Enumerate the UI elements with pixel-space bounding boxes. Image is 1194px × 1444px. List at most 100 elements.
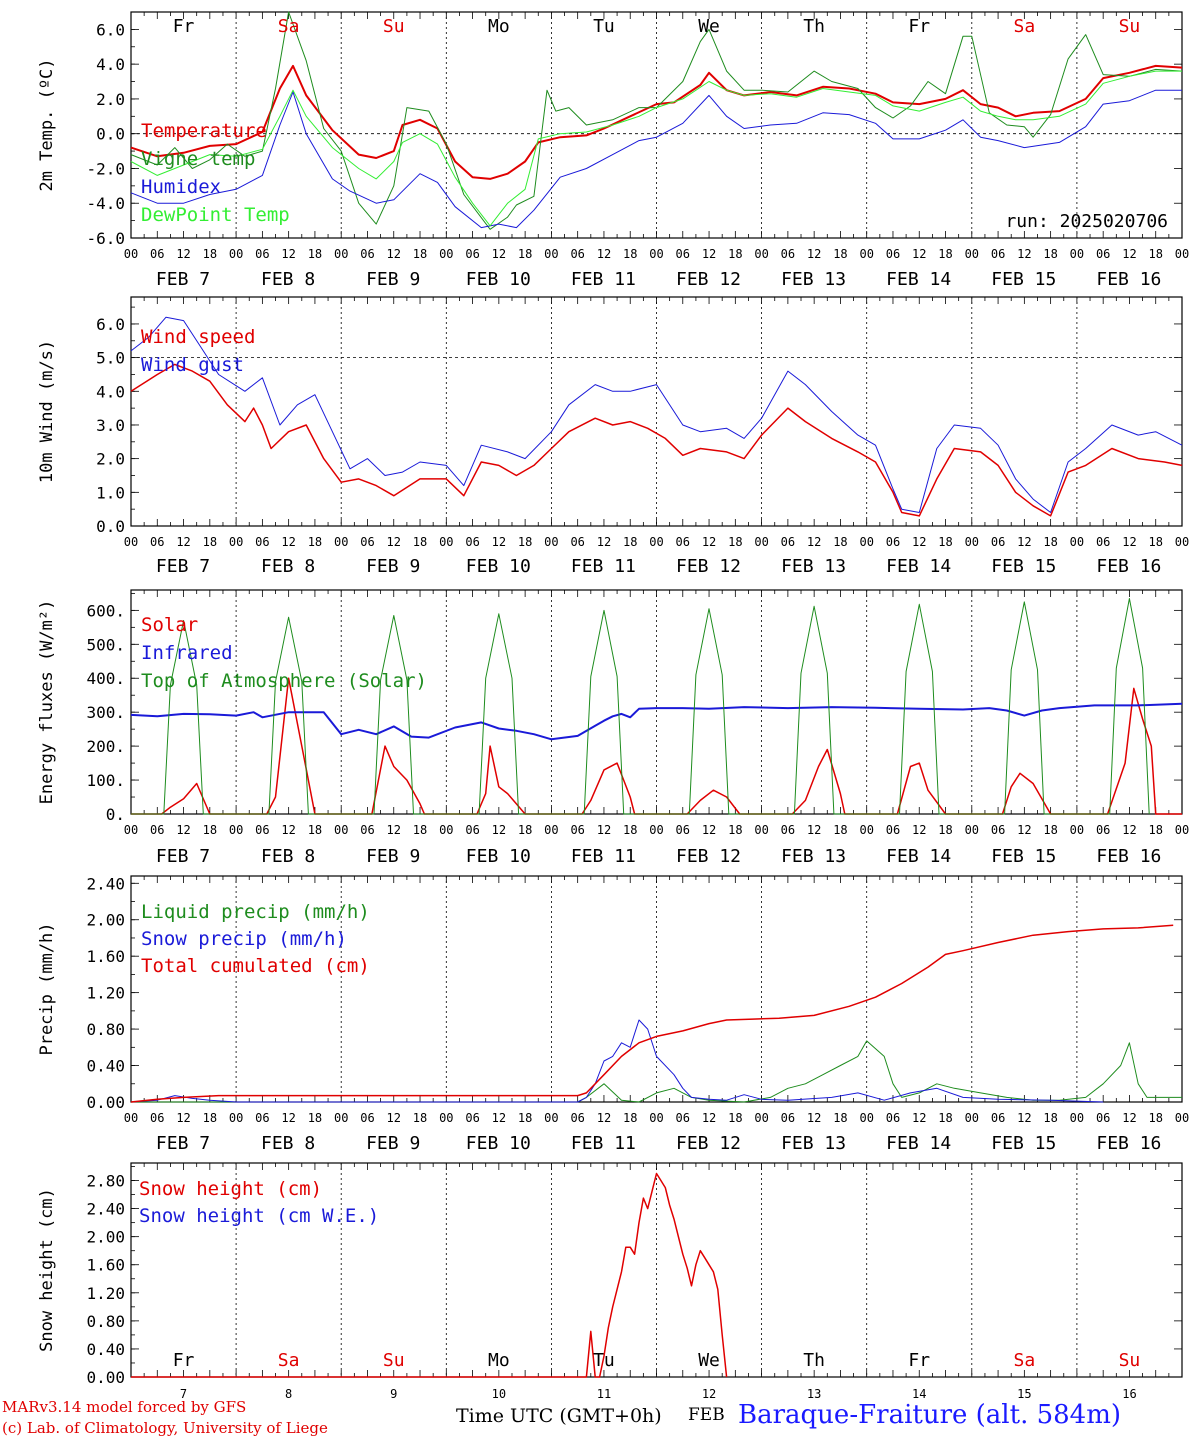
weekday-label: Sa	[278, 16, 300, 37]
hour-tick-label: 12	[807, 247, 821, 261]
date-label: FEB 14	[886, 269, 951, 290]
hour-tick-label: 12	[176, 823, 190, 837]
hour-tick-label: 12	[597, 1111, 611, 1125]
hour-tick-label: 06	[1096, 535, 1110, 549]
y-tick-label: 0.00	[86, 1368, 125, 1387]
legend-entry: Wind gust	[141, 354, 244, 376]
weekday-label: Mo	[488, 16, 510, 37]
hour-tick-label: 06	[886, 823, 900, 837]
series-line	[130, 89, 1182, 229]
legend-entry: Temperature	[141, 120, 267, 142]
hour-tick-label: 12	[597, 823, 611, 837]
hour-tick-label: 18	[1148, 823, 1162, 837]
date-label: FEB 7	[156, 269, 210, 290]
hour-tick-label: 06	[465, 247, 479, 261]
date-label: FEB 12	[676, 1133, 741, 1154]
legend-entry: Total cumulated (cm)	[141, 955, 370, 977]
hour-tick-label: 06	[360, 1111, 374, 1125]
hour-tick-label: 00	[859, 247, 873, 261]
hour-tick-label: 12	[807, 535, 821, 549]
hour-tick-label: 06	[886, 247, 900, 261]
hour-tick-label: 00	[859, 823, 873, 837]
legend-entry: Wind speed	[141, 326, 255, 348]
series-line	[130, 316, 1183, 513]
hour-tick-label: 06	[886, 1111, 900, 1125]
date-label: FEB 15	[991, 846, 1056, 867]
weekday-label: Mo	[488, 1350, 510, 1371]
hour-tick-label: 00	[334, 1111, 348, 1125]
hour-tick-label: 18	[1043, 247, 1057, 261]
y-axis-label: 2m Temp. (ºC)	[37, 58, 57, 191]
weekday-label: Su	[383, 16, 405, 37]
plot-frame	[130, 296, 1183, 527]
hour-tick-label: 18	[413, 823, 427, 837]
hour-tick-label: 18	[518, 535, 532, 549]
hour-tick-label: 00	[439, 535, 453, 549]
hour-tick-label: 18	[203, 823, 217, 837]
date-label: FEB 14	[886, 1133, 951, 1154]
hour-tick-label: 06	[676, 535, 690, 549]
hour-tick-label: 00	[229, 823, 243, 837]
hour-tick-label: 18	[1148, 1111, 1162, 1125]
hour-tick-label: 00	[649, 823, 663, 837]
hour-tick-label: 00	[754, 1111, 768, 1125]
hour-tick-label: 12	[176, 535, 190, 549]
y-tick-label: 200.	[86, 737, 125, 756]
legend-entry: DewPoint Temp	[141, 204, 290, 226]
hour-tick-label: 06	[1096, 247, 1110, 261]
hour-tick-label: 00	[1070, 823, 1084, 837]
hour-tick-label: 00	[544, 823, 558, 837]
date-label: FEB 9	[366, 269, 420, 290]
date-label: FEB 13	[781, 1133, 846, 1154]
weekday-label: Fr	[908, 1350, 930, 1371]
day-number-label: 7	[180, 1387, 187, 1401]
legend-entry: Top of Atmosphere (Solar)	[141, 670, 427, 692]
day-number-label: 8	[285, 1387, 292, 1401]
hour-tick-label: 00	[229, 247, 243, 261]
weekday-label: We	[698, 16, 720, 37]
hour-tick-label: 18	[623, 247, 637, 261]
hour-tick-label: 06	[781, 247, 795, 261]
hour-tick-label: 18	[1043, 1111, 1057, 1125]
hour-tick-label: 06	[676, 1111, 690, 1125]
y-axis-label: 10m Wind (m/s)	[37, 340, 57, 483]
hour-tick-label: 06	[991, 823, 1005, 837]
hour-tick-label: 18	[938, 247, 952, 261]
date-label: FEB 10	[466, 846, 531, 867]
hour-tick-label: 00	[965, 1111, 979, 1125]
y-tick-label: 6.0	[96, 315, 125, 334]
hour-tick-label: 12	[387, 535, 401, 549]
hour-tick-label: 00	[965, 535, 979, 549]
y-tick-label: 0.00	[86, 1093, 125, 1112]
date-label: FEB 15	[991, 269, 1056, 290]
hour-tick-label: 06	[255, 247, 269, 261]
hour-tick-label: 18	[413, 247, 427, 261]
hour-tick-label: 06	[465, 1111, 479, 1125]
hour-tick-label: 06	[570, 1111, 584, 1125]
day-number-label: 16	[1122, 1387, 1136, 1401]
hour-tick-label: 06	[991, 1111, 1005, 1125]
hour-tick-label: 06	[465, 823, 479, 837]
date-label: FEB 7	[156, 556, 210, 577]
hour-tick-label: 18	[308, 1111, 322, 1125]
date-label: FEB 16	[1096, 1133, 1161, 1154]
panel-temperature: -6.0 -4.0 -2.0 0.0 2.0 4.0 6.0 2m Temp. (ºC) 00 0…	[37, 11, 1189, 290]
hour-tick-label: 18	[413, 1111, 427, 1125]
panel-energy: 0. 100. 200. 300. 400. 500. 600. Energy fluxes …	[37, 589, 1189, 867]
legend-entry: Snow height (cm)	[139, 1178, 322, 1200]
hour-tick-label: 18	[308, 535, 322, 549]
hour-tick-label: 06	[886, 535, 900, 549]
hour-tick-label: 00	[965, 823, 979, 837]
y-tick-label: -2.0	[86, 159, 125, 178]
hour-tick-label: 12	[912, 247, 926, 261]
date-label: FEB 13	[781, 269, 846, 290]
date-label: FEB 8	[261, 1133, 315, 1154]
hour-tick-label: 06	[991, 247, 1005, 261]
y-tick-label: 2.00	[86, 911, 125, 930]
hour-tick-label: 00	[754, 535, 768, 549]
hour-tick-label: 12	[492, 1111, 506, 1125]
hour-tick-label: 06	[781, 535, 795, 549]
station-title: Baraque-Fraiture (alt. 584m)	[738, 1400, 1122, 1430]
y-tick-label: 0.80	[86, 1312, 125, 1331]
